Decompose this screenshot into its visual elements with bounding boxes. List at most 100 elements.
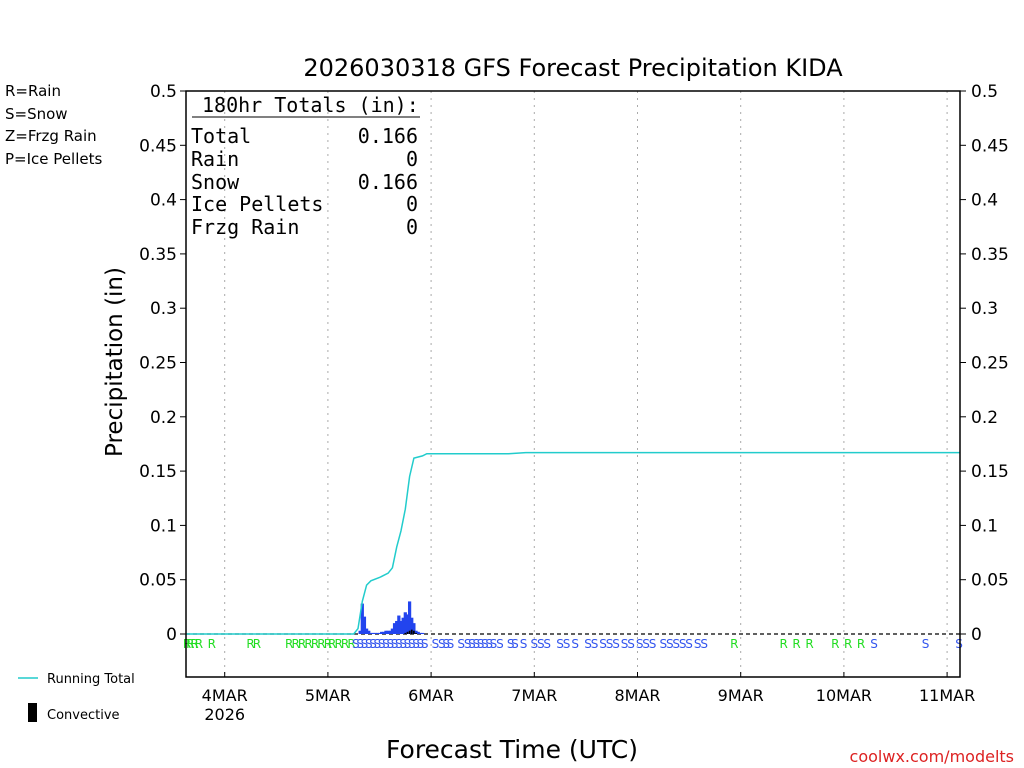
precip-type-marker: S — [442, 637, 450, 651]
legend-ice-pellets: P=Ice Pellets — [5, 150, 102, 168]
precip-type-marker: S — [356, 637, 364, 651]
snow-bar — [403, 612, 407, 634]
y-axis-ticks: 0 00.05 0.050.1 0.10.15 0.150.2 0.20.25 0.250.… — [139, 82, 1009, 645]
precip-type-marker: R — [844, 637, 852, 651]
precip-type-marker: R — [792, 637, 800, 651]
y-tick-label-right: 0 — [971, 625, 982, 645]
precip-type-marker: S — [556, 637, 564, 651]
convective-bar — [404, 632, 407, 634]
precip-type-marker: S — [672, 637, 680, 651]
y-tick-label-left: 0.3 — [150, 299, 177, 319]
convective-legend-label: Convective — [47, 708, 120, 723]
totals-box: 180hr Totals (in): Total 0.166 Rain 0 Sn… — [191, 93, 420, 239]
precip-type-marker: S — [457, 637, 465, 651]
snow-bar — [395, 620, 399, 634]
precip-type-marker: S — [369, 637, 377, 651]
precip-type-marker: S — [447, 637, 455, 651]
x-tick-label: 7MAR — [511, 686, 557, 705]
precip-type-marker: S — [530, 637, 538, 651]
precip-type-marker: S — [472, 637, 480, 651]
precip-type-marker: S — [649, 637, 657, 651]
y-tick-label-right: 0.3 — [971, 299, 998, 319]
snow-bar — [360, 603, 364, 634]
y-tick-label-left: 0 — [166, 625, 177, 645]
precip-type-marker: S — [599, 637, 607, 651]
precip-type-marker: R — [328, 637, 336, 651]
convective-bar — [406, 631, 409, 634]
y-tick-label-right: 0.45 — [971, 136, 1009, 156]
y-tick-label-left: 0.5 — [150, 82, 177, 102]
precip-type-marker: S — [642, 637, 650, 651]
snow-bar — [416, 631, 420, 634]
snow-bar — [388, 630, 392, 634]
precip-type-marker: S — [870, 637, 878, 651]
precip-type-marker: S — [636, 637, 644, 651]
precip-type-marker: S — [477, 637, 485, 651]
precip-type-marker: R — [857, 637, 865, 651]
totals-label-frzg-rain: Frzg Rain — [191, 215, 299, 239]
totals-title: 180hr Totals (in): — [202, 93, 419, 117]
precip-type-marker: S — [361, 637, 369, 651]
precip-type-marker: S — [408, 637, 416, 651]
y-tick-label-right: 0.4 — [971, 191, 998, 211]
precip-type-marker: S — [666, 637, 674, 651]
precip-type-marker: S — [694, 637, 702, 651]
convective-bar — [415, 632, 417, 634]
precip-type-marker: R — [246, 637, 254, 651]
precip-type-marker: R — [291, 637, 299, 651]
x-tick-sublabel: 2026 — [204, 705, 245, 724]
precip-type-marker: S — [382, 637, 390, 651]
totals-value-snow: 0.166 — [358, 170, 418, 194]
convective-bars — [404, 629, 417, 634]
x-tick-label: 11MAR — [919, 686, 975, 705]
convective-legend-swatch — [28, 703, 37, 722]
credit-text: coolwx.com/modelts — [850, 747, 1014, 766]
snow-bar — [420, 632, 425, 634]
precip-type-marker: S — [922, 637, 930, 651]
precip-type-marker: S — [365, 637, 373, 651]
snow-bar — [358, 630, 362, 634]
y-tick-label-right: 0.25 — [971, 354, 1009, 374]
snow-bar — [380, 631, 384, 634]
precip-type-marker: S — [606, 637, 614, 651]
snow-bar — [362, 616, 367, 634]
convective-bar — [413, 630, 415, 634]
y-tick-label-right: 0.1 — [971, 516, 998, 536]
precip-type-marker: S — [584, 637, 592, 651]
totals-label-total: Total — [191, 124, 251, 148]
precip-type-marker: R — [347, 637, 355, 651]
y-tick-label-right: 0.2 — [971, 408, 998, 428]
y-tick-label-left: 0.4 — [150, 191, 177, 211]
y-axis-label: Precipitation (in) — [102, 267, 128, 457]
snow-bar — [418, 632, 422, 634]
precip-type-marker: R — [304, 637, 312, 651]
precip-type-marker: S — [507, 637, 515, 651]
totals-value-rain: 0 — [406, 147, 418, 171]
snow-bar — [412, 623, 416, 634]
precip-type-marker: R — [317, 637, 325, 651]
snow-bar — [384, 630, 388, 634]
precip-type-marker: S — [496, 637, 504, 651]
x-tick-label: 4MAR — [202, 686, 248, 705]
precip-type-marker: S — [591, 637, 599, 651]
snow-bar — [414, 630, 418, 634]
precip-type-marker: S — [412, 637, 420, 651]
y-tick-label-left: 0.25 — [139, 354, 177, 374]
x-tick-label: 6MAR — [408, 686, 454, 705]
precip-type-marker: S — [511, 637, 519, 651]
y-tick-label-left: 0.1 — [150, 516, 177, 536]
chart-title: 2026030318 GFS Forecast Precipitation KI… — [303, 54, 843, 82]
snow-bar — [392, 623, 397, 634]
precip-type-marker: S — [955, 637, 963, 651]
precip-type-marker: S — [464, 637, 472, 651]
precip-type-marker: S — [378, 637, 386, 651]
y-tick-label-left: 0.45 — [139, 136, 177, 156]
type-legend: R=Rain S=Snow Z=Frzg Rain P=Ice Pellets — [5, 82, 102, 168]
precip-type-marker: S — [432, 637, 440, 651]
precip-type-marker: S — [391, 637, 399, 651]
precip-type-marker: S — [537, 637, 545, 651]
precip-type-marker: S — [685, 637, 693, 651]
precip-type-marker: S — [404, 637, 412, 651]
